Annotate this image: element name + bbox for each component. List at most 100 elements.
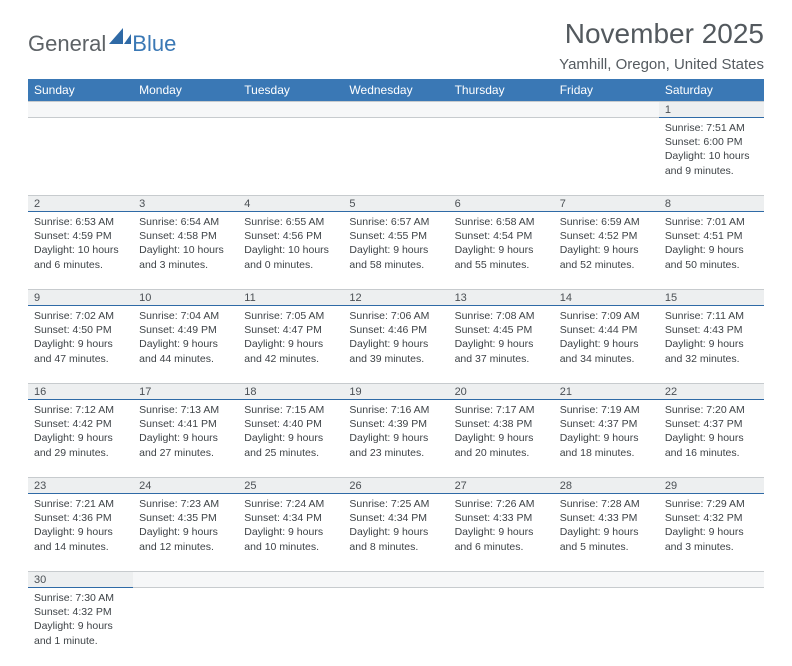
day-cell-num: 2 — [28, 196, 133, 212]
day-d1: Daylight: 9 hours — [244, 337, 337, 351]
day-cell-info — [238, 588, 343, 666]
day-ss: Sunset: 4:34 PM — [244, 511, 337, 525]
day-cell-info: Sunrise: 7:06 AMSunset: 4:46 PMDaylight:… — [343, 306, 448, 384]
day-ss: Sunset: 4:58 PM — [139, 229, 232, 243]
day-cell-info: Sunrise: 7:51 AMSunset: 6:00 PMDaylight:… — [659, 118, 764, 196]
day-ss: Sunset: 4:40 PM — [244, 417, 337, 431]
day-cell-info: Sunrise: 7:11 AMSunset: 4:43 PMDaylight:… — [659, 306, 764, 384]
day-d2: and 16 minutes. — [665, 446, 758, 460]
day-cell-info: Sunrise: 6:55 AMSunset: 4:56 PMDaylight:… — [238, 212, 343, 290]
day-d1: Daylight: 9 hours — [244, 431, 337, 445]
day-ss: Sunset: 4:44 PM — [560, 323, 653, 337]
day-cell-num: 5 — [343, 196, 448, 212]
day-d1: Daylight: 9 hours — [349, 243, 442, 257]
day-ss: Sunset: 4:54 PM — [455, 229, 548, 243]
day-cell-num — [449, 572, 554, 588]
day-cell-info: Sunrise: 7:15 AMSunset: 4:40 PMDaylight:… — [238, 400, 343, 478]
day-cell-info: Sunrise: 7:24 AMSunset: 4:34 PMDaylight:… — [238, 494, 343, 572]
day-cell-num: 27 — [449, 478, 554, 494]
title-block: November 2025 Yamhill, Oregon, United St… — [559, 18, 764, 73]
day-cell-num — [554, 102, 659, 118]
day-d2: and 52 minutes. — [560, 258, 653, 272]
day-cell-num — [343, 102, 448, 118]
day-cell-info: Sunrise: 6:53 AMSunset: 4:59 PMDaylight:… — [28, 212, 133, 290]
day-d2: and 27 minutes. — [139, 446, 232, 460]
brand-logo: General Blue — [28, 28, 176, 59]
week-0-info-row: Sunrise: 7:51 AMSunset: 6:00 PMDaylight:… — [28, 118, 764, 196]
calendar-page: General Blue November 2025 Yamhill, Oreg… — [0, 0, 792, 666]
day-cell-num: 24 — [133, 478, 238, 494]
col-thu: Thursday — [449, 79, 554, 102]
day-cell-info: Sunrise: 7:19 AMSunset: 4:37 PMDaylight:… — [554, 400, 659, 478]
day-cell-info: Sunrise: 7:12 AMSunset: 4:42 PMDaylight:… — [28, 400, 133, 478]
day-d1: Daylight: 9 hours — [34, 619, 127, 633]
day-cell-num: 25 — [238, 478, 343, 494]
day-cell-num: 1 — [659, 102, 764, 118]
week-4-info-row: Sunrise: 7:21 AMSunset: 4:36 PMDaylight:… — [28, 494, 764, 572]
day-cell-num: 12 — [343, 290, 448, 306]
day-ss: Sunset: 4:37 PM — [560, 417, 653, 431]
day-d1: Daylight: 9 hours — [560, 525, 653, 539]
day-sr: Sunrise: 7:01 AM — [665, 215, 758, 229]
day-d1: Daylight: 9 hours — [665, 243, 758, 257]
day-cell-info: Sunrise: 6:58 AMSunset: 4:54 PMDaylight:… — [449, 212, 554, 290]
day-ss: Sunset: 4:59 PM — [34, 229, 127, 243]
week-3-daynum-row: 16171819202122 — [28, 384, 764, 400]
day-d2: and 29 minutes. — [34, 446, 127, 460]
day-cell-info: Sunrise: 7:20 AMSunset: 4:37 PMDaylight:… — [659, 400, 764, 478]
day-d2: and 12 minutes. — [139, 540, 232, 554]
day-cell-info: Sunrise: 7:21 AMSunset: 4:36 PMDaylight:… — [28, 494, 133, 572]
day-ss: Sunset: 4:55 PM — [349, 229, 442, 243]
day-ss: Sunset: 4:42 PM — [34, 417, 127, 431]
day-sr: Sunrise: 7:28 AM — [560, 497, 653, 511]
day-cell-info: Sunrise: 7:25 AMSunset: 4:34 PMDaylight:… — [343, 494, 448, 572]
day-ss: Sunset: 4:43 PM — [665, 323, 758, 337]
day-cell-num: 14 — [554, 290, 659, 306]
location: Yamhill, Oregon, United States — [559, 56, 764, 73]
brand-text-1: General — [28, 31, 106, 57]
day-sr: Sunrise: 7:04 AM — [139, 309, 232, 323]
day-cell-info — [554, 118, 659, 196]
day-d2: and 37 minutes. — [455, 352, 548, 366]
day-sr: Sunrise: 6:58 AM — [455, 215, 548, 229]
day-ss: Sunset: 4:47 PM — [244, 323, 337, 337]
col-tue: Tuesday — [238, 79, 343, 102]
day-cell-info — [449, 118, 554, 196]
day-d2: and 42 minutes. — [244, 352, 337, 366]
day-d2: and 9 minutes. — [665, 164, 758, 178]
day-d1: Daylight: 9 hours — [665, 431, 758, 445]
day-d1: Daylight: 9 hours — [34, 525, 127, 539]
day-d2: and 8 minutes. — [349, 540, 442, 554]
day-d2: and 0 minutes. — [244, 258, 337, 272]
day-sr: Sunrise: 7:24 AM — [244, 497, 337, 511]
day-d1: Daylight: 9 hours — [34, 431, 127, 445]
day-d2: and 58 minutes. — [349, 258, 442, 272]
day-d2: and 23 minutes. — [349, 446, 442, 460]
day-ss: Sunset: 4:33 PM — [560, 511, 653, 525]
day-cell-num: 26 — [343, 478, 448, 494]
day-cell-info: Sunrise: 7:01 AMSunset: 4:51 PMDaylight:… — [659, 212, 764, 290]
day-d1: Daylight: 9 hours — [349, 337, 442, 351]
day-ss: Sunset: 4:46 PM — [349, 323, 442, 337]
day-ss: Sunset: 4:41 PM — [139, 417, 232, 431]
day-cell-info: Sunrise: 7:08 AMSunset: 4:45 PMDaylight:… — [449, 306, 554, 384]
day-d2: and 20 minutes. — [455, 446, 548, 460]
day-d2: and 32 minutes. — [665, 352, 758, 366]
day-d1: Daylight: 9 hours — [560, 431, 653, 445]
day-cell-info: Sunrise: 7:28 AMSunset: 4:33 PMDaylight:… — [554, 494, 659, 572]
day-cell-num — [28, 102, 133, 118]
day-cell-num: 19 — [343, 384, 448, 400]
day-sr: Sunrise: 7:15 AM — [244, 403, 337, 417]
day-d1: Daylight: 9 hours — [139, 337, 232, 351]
day-d1: Daylight: 9 hours — [139, 525, 232, 539]
day-ss: Sunset: 4:38 PM — [455, 417, 548, 431]
day-d1: Daylight: 9 hours — [665, 337, 758, 351]
day-ss: Sunset: 4:51 PM — [665, 229, 758, 243]
day-cell-num: 3 — [133, 196, 238, 212]
day-cell-num: 30 — [28, 572, 133, 588]
day-sr: Sunrise: 7:19 AM — [560, 403, 653, 417]
day-sr: Sunrise: 7:09 AM — [560, 309, 653, 323]
day-ss: Sunset: 4:50 PM — [34, 323, 127, 337]
sail-icon — [109, 28, 131, 51]
col-sat: Saturday — [659, 79, 764, 102]
